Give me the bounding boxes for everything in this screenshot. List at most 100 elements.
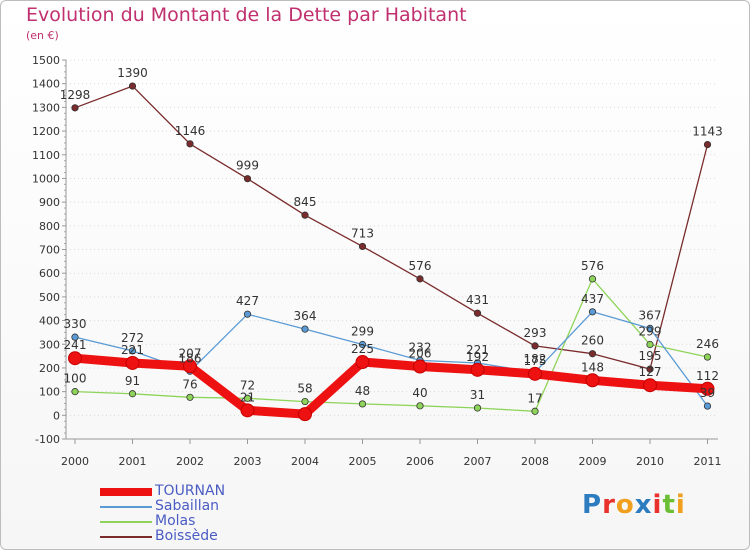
data-point [301,397,309,406]
logo-letter: o [615,490,635,520]
data-label: 175 [524,354,547,368]
data-point [473,309,482,317]
data-label: 999 [236,159,259,173]
data-point [646,324,654,332]
data-point [128,390,137,398]
x-tick-label: 2007 [464,455,492,468]
series-line-molas [74,278,709,412]
data-point [473,404,482,412]
y-tick-label: 1000 [32,172,60,185]
logo-letter: i [652,490,663,520]
x-tick-label: 2010 [636,455,664,468]
data-point [298,407,312,422]
data-label: 1390 [117,66,148,80]
data-label: 100 [64,372,87,386]
data-point [585,373,600,388]
legend-label: Sabaillan [155,498,220,514]
data-point [68,351,82,366]
data-label: 299 [639,324,662,338]
data-label: 112 [696,369,719,383]
data-point [186,393,194,401]
proxiti-logo: Proxiti [582,490,686,520]
y-tick-label: 100 [39,386,60,399]
data-label: 713 [351,226,374,240]
y-tick-label: 1100 [32,149,60,162]
data-point [531,342,539,350]
data-label: 1146 [175,124,206,138]
series-line-boissède [74,85,709,370]
x-tick-label: 2000 [61,455,89,468]
data-point [588,275,597,283]
data-label: 330 [64,317,87,331]
data-label: 260 [581,334,604,348]
data-label: 40 [412,386,427,400]
data-point [186,140,194,148]
legend-label: Molas [155,513,196,529]
legend-swatch [100,521,152,523]
data-label: 127 [639,365,662,379]
y-tick-label: 800 [39,220,60,233]
x-tick-label: 2008 [521,455,549,468]
data-label: 58 [297,382,312,396]
y-tick-label: 500 [39,291,60,304]
data-point [646,365,654,373]
data-point [643,378,657,393]
data-label: 195 [639,349,662,363]
x-tick-label: 2003 [234,455,262,468]
data-point [301,325,309,333]
data-label: 17 [527,391,542,405]
logo-letter: i [675,490,686,520]
data-point [416,275,424,283]
x-tick-label: 2009 [579,455,607,468]
data-point [301,211,309,219]
data-label: 299 [351,324,374,338]
data-label: 576 [581,259,604,273]
data-label: 31 [470,388,485,402]
data-label: 221 [466,343,489,357]
data-point [531,407,539,415]
data-point [243,394,252,402]
data-point [470,362,485,377]
data-label: 427 [236,294,259,308]
data-point [416,402,424,410]
x-tick-label: 2002 [176,455,204,468]
x-tick-label: 2011 [694,455,722,468]
logo-letter: r [602,490,616,520]
legend-swatch [100,506,152,508]
data-label: 232 [409,340,432,354]
legend-swatch [100,488,152,496]
data-label: 437 [581,292,604,306]
y-tick-label: 200 [39,362,60,375]
data-point [703,402,712,410]
y-tick-label: 1400 [32,78,60,91]
data-label: 206 [409,347,432,361]
data-label: 186 [179,351,202,365]
y-tick-label: 600 [39,267,60,280]
y-tick-label: 400 [39,315,60,328]
data-point [703,140,712,149]
data-point [588,308,597,316]
data-point [703,353,712,361]
series-line-tournan [70,353,712,419]
legend-label: Boissède [155,528,218,544]
legend-swatch [100,536,152,538]
data-point [358,400,367,408]
logo-letter: t [662,490,676,520]
chart-title: Evolution du Montant de la Dette par Hab… [26,4,467,26]
data-point [128,82,137,90]
data-point [125,355,140,370]
logo-letter: x [634,490,653,520]
data-point [413,359,427,374]
data-label: 225 [351,342,374,356]
y-tick-label: -100 [35,433,60,446]
data-label: 91 [125,374,140,388]
data-label: 207 [179,346,202,360]
data-point [240,403,255,418]
data-point [358,340,367,349]
data-point [358,242,367,251]
data-label: 48 [355,384,370,398]
data-label: 1298 [60,88,91,102]
data-label: 192 [466,350,489,364]
